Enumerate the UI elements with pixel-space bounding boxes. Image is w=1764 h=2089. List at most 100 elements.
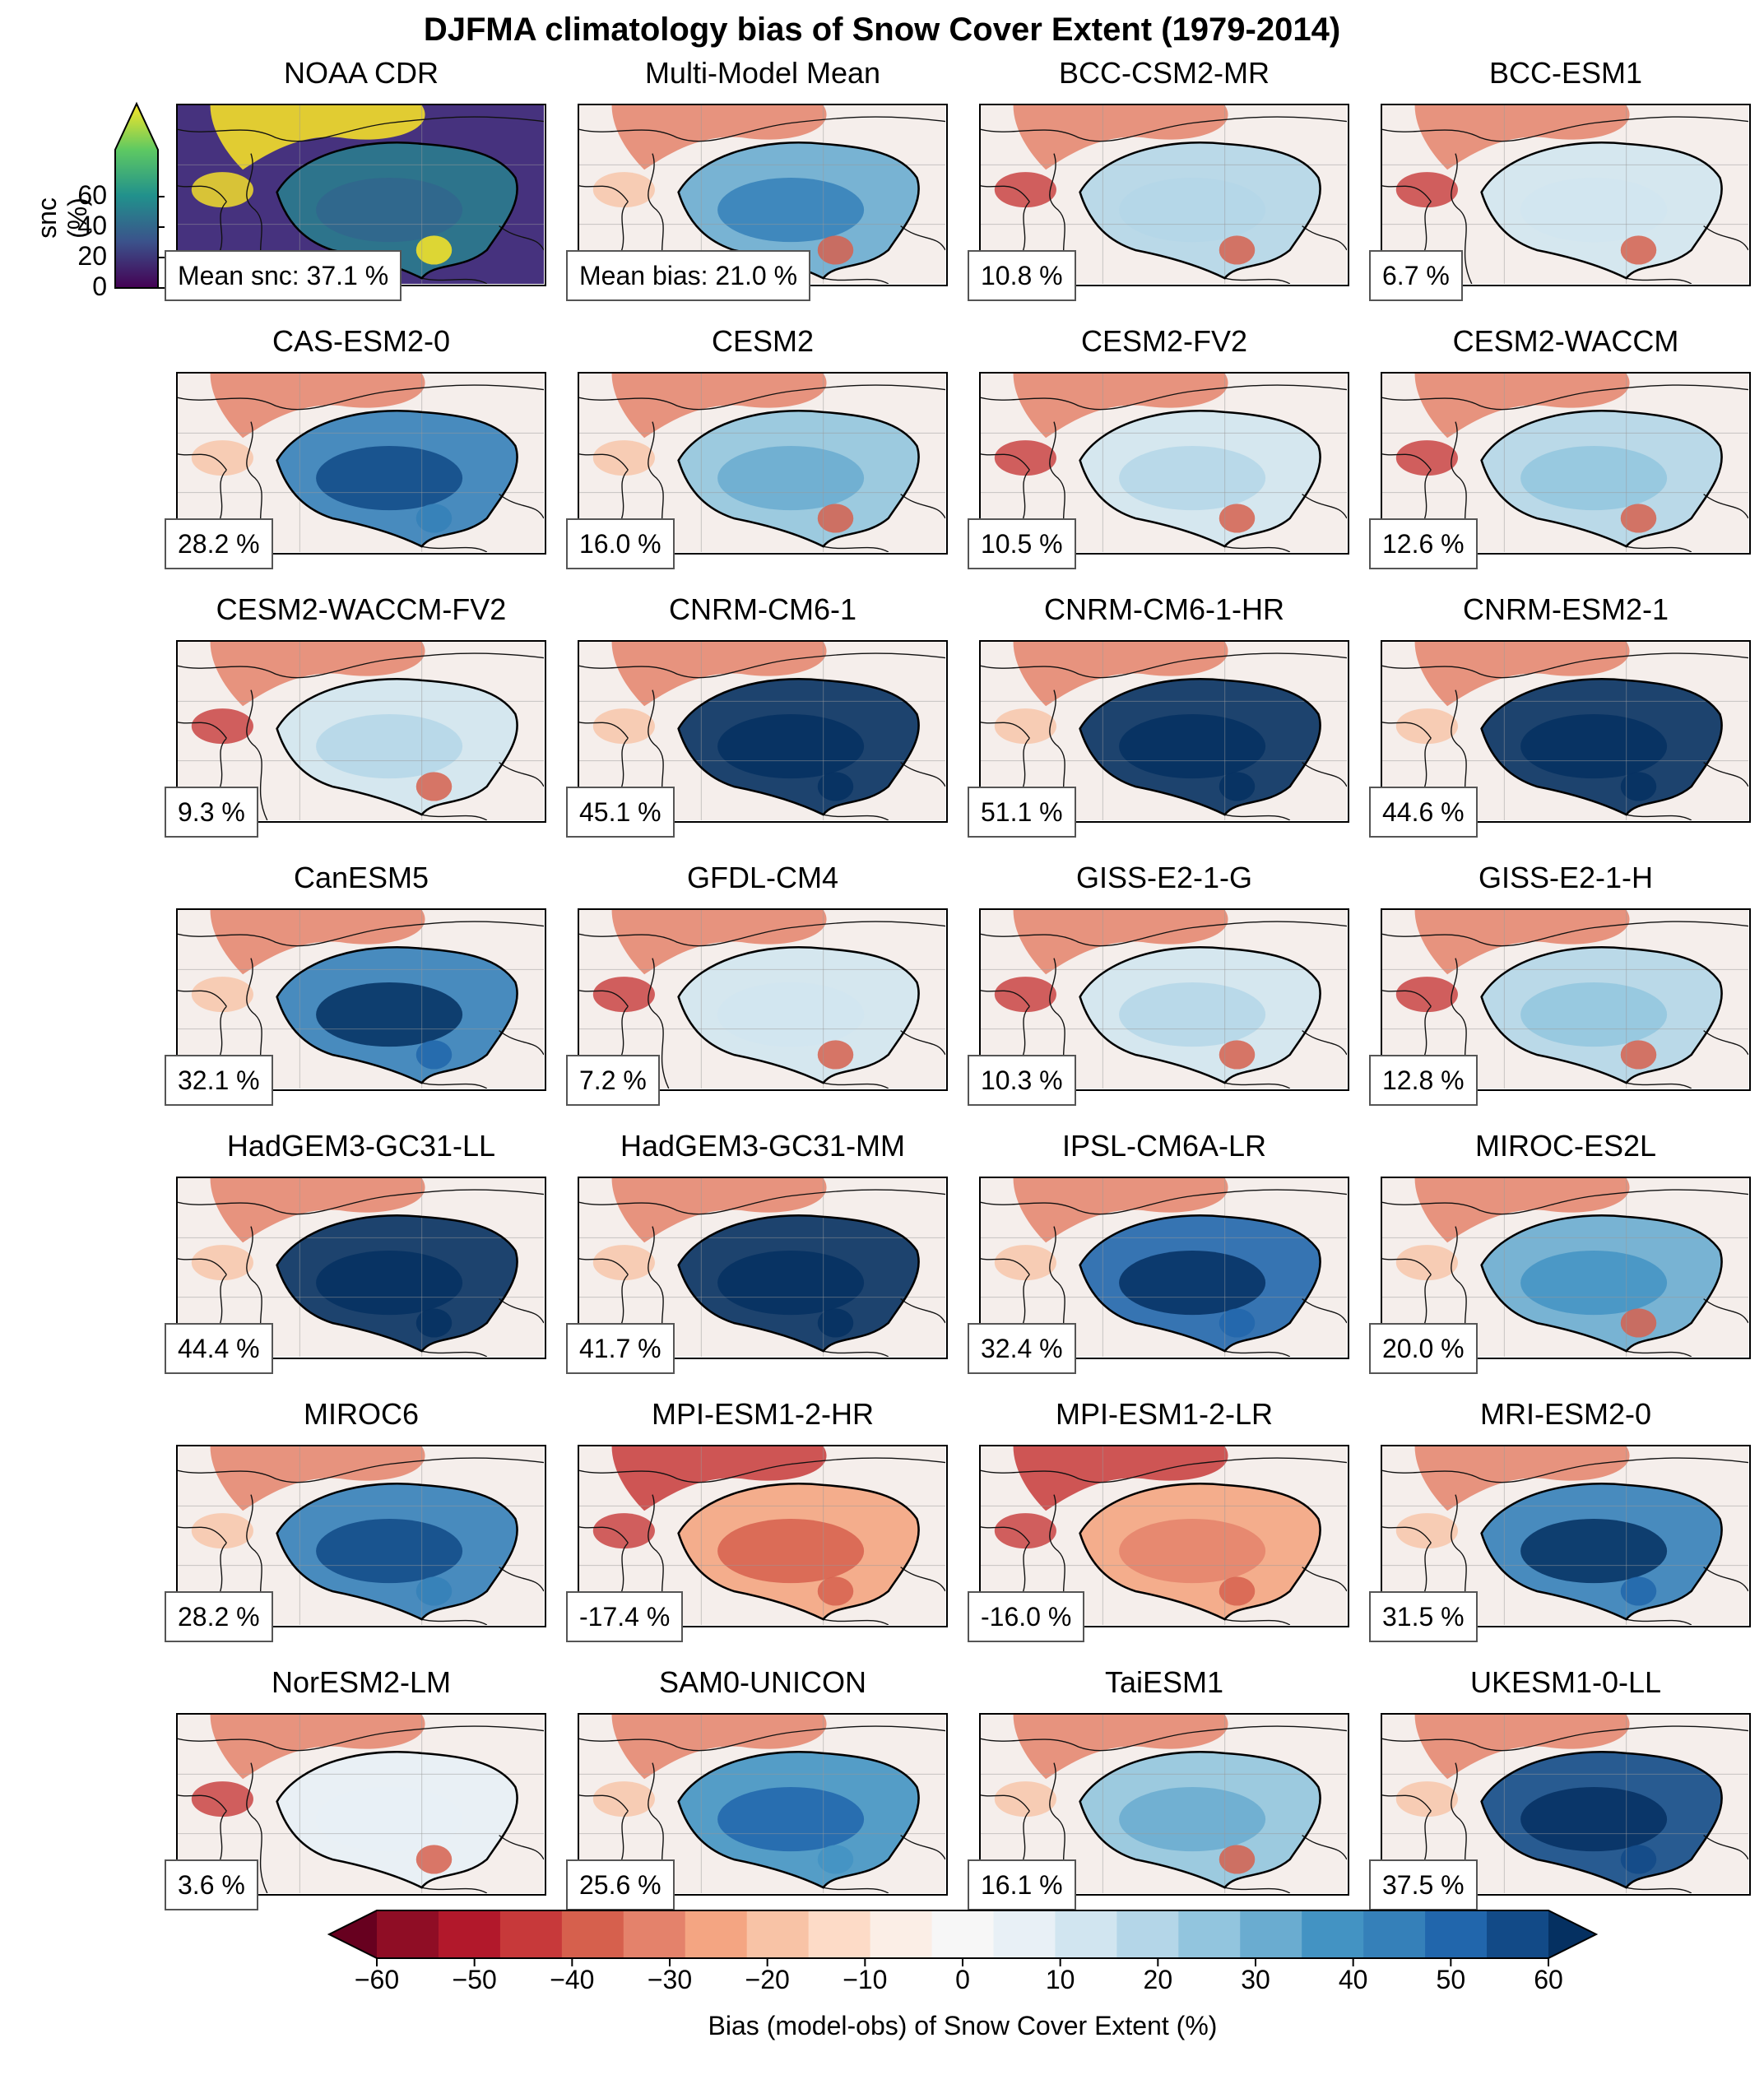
panel-title: CESM2-FV2 — [1080, 324, 1248, 358]
map-north-band — [611, 910, 827, 975]
plateau-outline — [276, 945, 518, 1084]
country-border — [421, 814, 488, 820]
panel-cnrm-cm6-1-hr: CNRM-CM6-1-HR 51.1 % — [968, 592, 1349, 838]
country-border — [1382, 185, 1432, 202]
plateau-core — [1520, 445, 1668, 511]
plateau-outline — [276, 1214, 518, 1353]
obs-tick-60: 60 — [77, 180, 107, 210]
obs-tick-20: 20 — [77, 241, 107, 271]
plateau-outline — [1480, 409, 1723, 548]
colorbar-segment — [1055, 1910, 1117, 1958]
panel-map — [176, 908, 546, 1091]
panel-noresm2-lm: NorESM2-LM 3.6 % — [165, 1665, 546, 1910]
panel-title: Multi-Model Mean — [644, 56, 881, 90]
country-border — [1703, 1835, 1748, 1860]
plateau-core — [1520, 982, 1668, 1047]
map-field — [1382, 1178, 1748, 1357]
country-border — [1224, 545, 1291, 552]
panel-stat-box: 6.7 % — [1369, 250, 1463, 301]
map-southeast-spot — [1620, 1308, 1657, 1338]
panel-stat-box: 45.1 % — [566, 787, 675, 838]
country-border — [981, 116, 1347, 142]
country-border — [579, 185, 629, 202]
country-border — [900, 762, 945, 787]
country-border — [421, 277, 488, 284]
country-border — [178, 1189, 544, 1215]
panel-map — [176, 1445, 546, 1627]
plateau-outline — [677, 409, 920, 548]
panel-stat-box: 31.5 % — [1369, 1591, 1478, 1642]
colorbar-segment — [1425, 1910, 1488, 1958]
map-north-band — [611, 1715, 827, 1780]
panel-ipsl-cm6a-lr: IPSL-CM6A-LR 32.4 % — [968, 1129, 1349, 1374]
map-west-spot — [191, 708, 253, 745]
plateau-outline — [1480, 1750, 1723, 1889]
panel-stat-box: 7.2 % — [566, 1055, 660, 1106]
panel-stat-box: -17.4 % — [566, 1591, 684, 1642]
panel-canesm5: CanESM5 32.1 % — [165, 861, 546, 1106]
map-north-band — [1414, 1446, 1630, 1511]
map-southeast-spot — [1219, 772, 1256, 801]
map-west-spot — [1395, 1245, 1458, 1281]
map-north-band — [1414, 642, 1630, 707]
map-southeast-spot — [415, 1040, 453, 1070]
country-border — [579, 1189, 945, 1215]
map-north-band — [611, 1446, 827, 1511]
colorbar-tick-label: 40 — [1338, 1965, 1368, 1994]
panel-stat-box: 44.4 % — [165, 1323, 273, 1374]
country-border — [1224, 277, 1291, 284]
panel-map — [1381, 1445, 1751, 1627]
country-border — [499, 1030, 544, 1056]
plateau-core — [316, 177, 463, 243]
panel-title: HadGEM3-GC31-LL — [226, 1129, 496, 1163]
map-west-spot — [994, 708, 1056, 745]
country-border — [579, 453, 629, 471]
map-southeast-spot — [1219, 235, 1256, 265]
panel-cesm2-waccm: CESM2-WACCM 12.6 % — [1369, 324, 1751, 569]
country-border — [178, 921, 544, 947]
map-southeast-spot — [415, 772, 453, 801]
country-border — [823, 545, 889, 552]
plateau-core — [717, 713, 865, 779]
map-north-band — [1414, 374, 1630, 439]
colorbar-segment — [993, 1910, 1056, 1958]
country-border — [900, 494, 945, 519]
colorbar-tick-label: −40 — [550, 1965, 595, 1994]
country-border — [579, 1258, 629, 1275]
plateau-core — [316, 713, 463, 779]
country-border — [823, 1618, 889, 1625]
map-southeast-spot — [415, 235, 453, 265]
country-border — [1302, 494, 1347, 519]
country-border — [1451, 153, 1473, 284]
plateau-outline — [276, 677, 518, 816]
country-border — [178, 1258, 227, 1275]
panel-map — [578, 640, 948, 823]
panel-cas-esm2-0: CAS-ESM2-0 28.2 % — [165, 324, 546, 569]
map-north-band — [1013, 1178, 1228, 1243]
map-west-spot — [994, 172, 1056, 208]
panel-title: IPSL-CM6A-LR — [1061, 1129, 1267, 1163]
country-border — [648, 958, 670, 1089]
panel-title: CESM2 — [711, 324, 815, 358]
colorbar-tick-label: 0 — [955, 1965, 970, 1994]
country-border — [246, 1762, 268, 1893]
country-border — [499, 762, 544, 787]
panel-title: CNRM-CM6-1 — [669, 592, 856, 626]
panel-stat-box: 10.5 % — [968, 518, 1076, 569]
panel-cesm2-waccm-fv2: CESM2-WACCM-FV2 9.3 % — [165, 592, 546, 838]
map-west-spot — [592, 1513, 655, 1549]
country-border — [178, 1526, 227, 1544]
panel-map — [1381, 1177, 1751, 1359]
panel-map — [578, 1177, 948, 1359]
obs-tick-0: 0 — [92, 272, 107, 301]
country-border — [1382, 1794, 1432, 1812]
colorbar-tick-label: −60 — [354, 1965, 400, 1994]
country-border — [1224, 814, 1291, 820]
colorbar-segment — [1240, 1910, 1302, 1958]
map-southeast-spot — [1219, 504, 1256, 533]
country-border — [1703, 225, 1748, 251]
map-southeast-spot — [1620, 504, 1657, 533]
country-border — [579, 116, 945, 142]
country-border — [981, 722, 1030, 739]
colorbar-extend-max — [1548, 1910, 1596, 1958]
